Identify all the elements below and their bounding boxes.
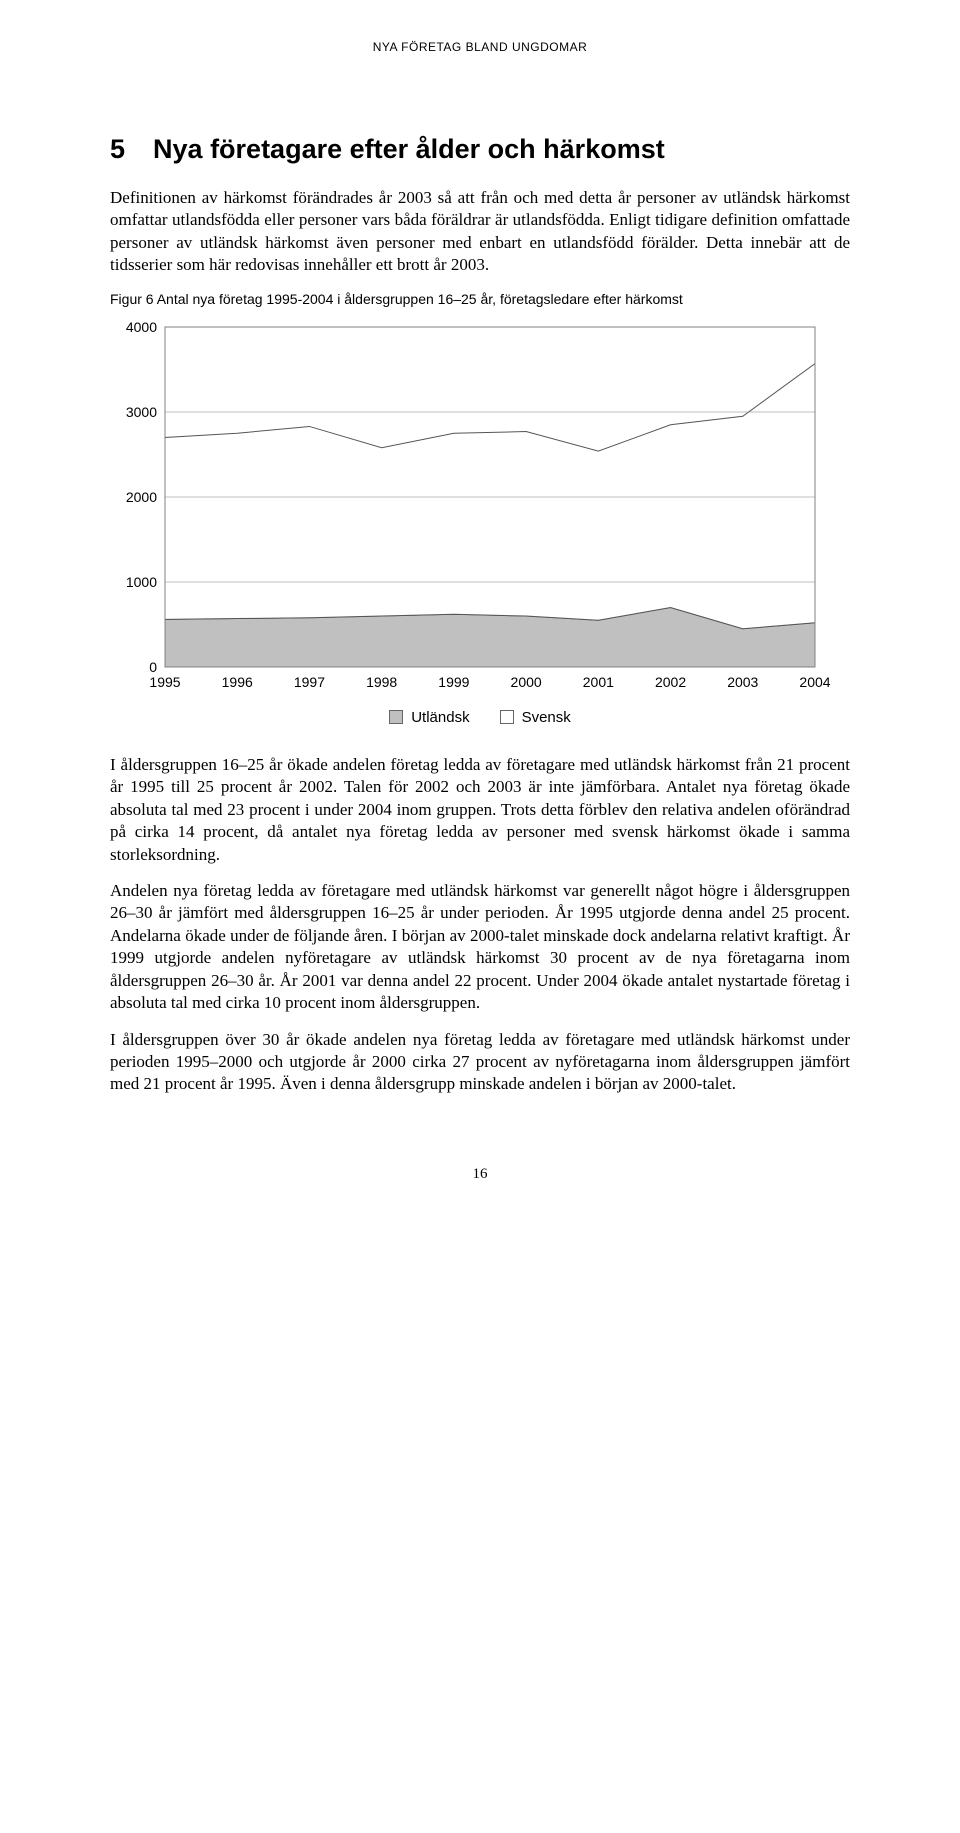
svg-text:2004: 2004 (799, 674, 830, 690)
svg-text:1996: 1996 (222, 674, 253, 690)
svg-text:1998: 1998 (366, 674, 397, 690)
legend-swatch (500, 710, 514, 724)
body-paragraph-1: I åldersgruppen 16–25 år ökade andelen f… (110, 754, 850, 866)
figure-caption: Figur 6 Antal nya företag 1995-2004 i ål… (110, 291, 850, 307)
svg-text:1000: 1000 (126, 574, 157, 590)
svg-text:2002: 2002 (655, 674, 686, 690)
svg-text:2000: 2000 (126, 489, 157, 505)
figure-6-chart: 0 1000 2000 3000 4000 1995 1996 1997 1998 1999 200… (110, 317, 850, 726)
section-heading: 5 Nya företagare efter ålder och härkoms… (110, 134, 850, 165)
heading-number: 5 (110, 134, 125, 165)
svg-text:2003: 2003 (727, 674, 758, 690)
svg-text:1995: 1995 (149, 674, 180, 690)
svg-text:2000: 2000 (511, 674, 542, 690)
intro-paragraph: Definitionen av härkomst förändrades år … (110, 187, 850, 277)
stacked-area-chart: 0 1000 2000 3000 4000 1995 1996 1997 1998 1999 200… (110, 317, 830, 697)
svg-text:1997: 1997 (294, 674, 325, 690)
svg-text:4000: 4000 (126, 319, 157, 335)
chart-legend: Utländsk Svensk (110, 709, 850, 726)
svg-text:0: 0 (149, 659, 157, 675)
svg-text:3000: 3000 (126, 404, 157, 420)
legend-swatch (389, 710, 403, 724)
legend-item: Utländsk (389, 709, 469, 726)
body-paragraph-3: I åldersgruppen över 30 år ökade andelen… (110, 1029, 850, 1096)
heading-title: Nya företagare efter ålder och härkomst (153, 134, 665, 165)
running-header: NYA FÖRETAG BLAND UNGDOMAR (110, 40, 850, 54)
legend-item: Svensk (500, 709, 571, 726)
page-number: 16 (110, 1166, 850, 1183)
svg-text:1999: 1999 (438, 674, 469, 690)
legend-label: Utländsk (411, 709, 469, 726)
body-paragraph-2: Andelen nya företag ledda av företagare … (110, 880, 850, 1015)
legend-label: Svensk (522, 709, 571, 726)
svg-text:2001: 2001 (583, 674, 614, 690)
